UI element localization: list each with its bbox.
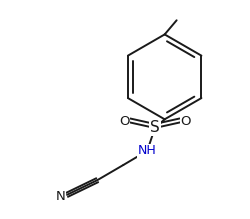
Text: S: S xyxy=(150,120,159,136)
Text: N: N xyxy=(55,190,65,203)
Text: O: O xyxy=(180,115,190,128)
Text: O: O xyxy=(119,115,129,128)
Text: NH: NH xyxy=(137,144,156,157)
